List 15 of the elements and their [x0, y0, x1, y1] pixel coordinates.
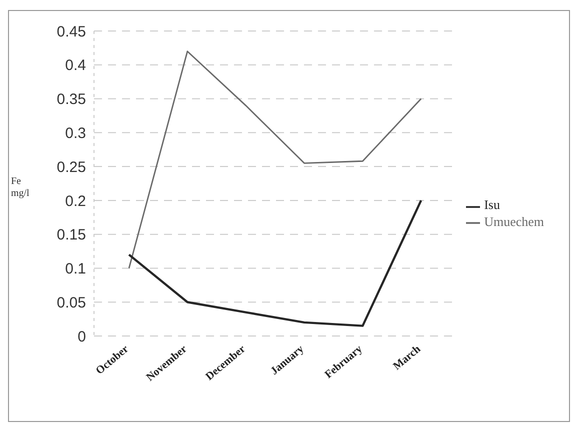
y-tick-label: 0.2 — [65, 192, 86, 210]
legend-label: Umuechem — [484, 214, 544, 228]
y-tick-label: 0.1 — [65, 260, 86, 278]
y-tick-label: 0.35 — [56, 91, 86, 108]
y-tick-label: 0.3 — [65, 124, 86, 142]
y-tick-label: 0.45 — [56, 23, 86, 40]
y-tick-label: 0.15 — [56, 226, 86, 244]
legend-label: Isu — [484, 197, 500, 212]
line-series — [128, 199, 422, 327]
y-tick-label: 0.05 — [56, 294, 86, 312]
line-series — [128, 50, 422, 269]
y-tick-label: 0.4 — [65, 57, 86, 74]
y-tick-label: 0.25 — [56, 158, 86, 176]
y-axis-title: Fe mg/l — [11, 176, 30, 200]
y-tick-label: 0 — [78, 328, 86, 346]
